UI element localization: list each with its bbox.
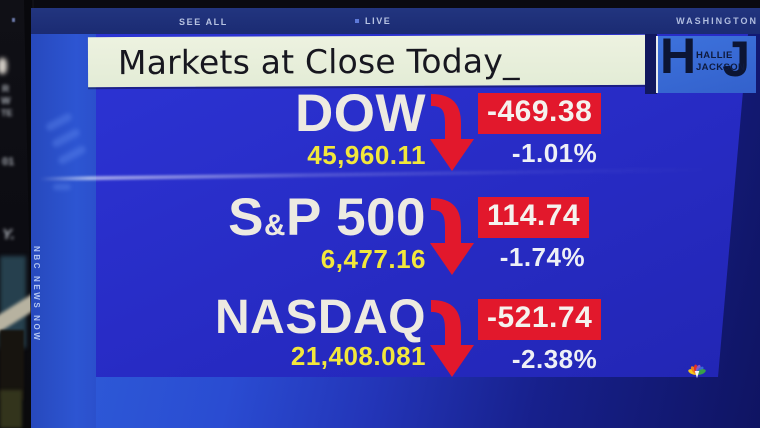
index-change-column: -469.38 -1.01%	[478, 93, 602, 169]
index-name-text: NASDAQ	[214, 291, 426, 344]
badge-separator	[645, 34, 657, 94]
index-name-column: DOW 45,960.11	[96, 87, 426, 171]
index-ampersand: &	[264, 209, 286, 242]
index-name-text: DOW	[294, 84, 426, 143]
monogram-h: H	[660, 28, 696, 84]
index-close-value: 6,477.16	[320, 243, 426, 274]
index-change-column: -521.74 -2.38%	[478, 299, 602, 375]
background-bokeh-text: TE	[1, 108, 13, 118]
banner-title: Markets at Close Today_	[117, 40, 520, 82]
nbc-news-now-vertical-label: NBC NEWS NOW	[32, 246, 41, 343]
background-speck	[12, 18, 15, 22]
change-value-badge: -469.38	[478, 93, 602, 134]
background-bokeh-text: W	[1, 96, 11, 107]
top-bar: SEE ALL LIVE WASHINGTON	[31, 8, 760, 34]
background-bokeh-text: R	[2, 84, 10, 95]
peacock-feather-smudge-icon	[50, 127, 82, 149]
correspondent-first-name: HALLIE	[696, 50, 733, 61]
see-all-label: SEE ALL	[179, 17, 228, 27]
down-arrow-icon	[430, 94, 474, 171]
hallie-jackson-badge: H J HALLIE JACKSON	[656, 31, 756, 93]
index-name-text: P 500	[285, 188, 426, 247]
index-close-value: 21,408.081	[290, 341, 426, 372]
nbc-peacock-icon	[688, 364, 706, 379]
index-name-column: NASDAQ 21,408.081	[96, 294, 426, 372]
live-dot-icon	[355, 19, 359, 23]
change-percent: -1.74%	[499, 241, 586, 272]
change-percent: -2.38%	[511, 343, 598, 374]
down-arrow-icon	[430, 300, 474, 377]
location-label: WASHINGTON	[676, 16, 758, 26]
index-name: NASDAQ	[96, 294, 426, 342]
peacock-feather-smudge-icon	[53, 184, 71, 190]
background-floor	[0, 390, 22, 428]
index-name: S&P 500	[96, 191, 426, 244]
background-bokeh-text: Y.	[2, 226, 15, 243]
change-percent: -1.01%	[511, 137, 598, 168]
change-value-badge: -521.74	[478, 299, 602, 340]
peacock-feather-smudge-icon	[56, 144, 88, 166]
index-close-value: 45,960.11	[307, 139, 426, 170]
nbc-news-now-rail: NBC NEWS NOW	[31, 34, 96, 428]
monogram-j: J	[722, 31, 750, 87]
index-change-column: 114.74 -1.74%	[478, 197, 590, 273]
change-value-badge: 114.74	[478, 197, 590, 238]
index-name: DOW	[96, 87, 426, 140]
down-arrow-icon	[430, 198, 474, 275]
index-name-column: S&P 500 6,477.16	[96, 191, 426, 275]
background-light-glint	[0, 58, 7, 74]
live-badge: LIVE	[365, 16, 392, 26]
correspondent-name: HALLIE JACKSON	[696, 50, 745, 74]
markets-graphic-panel: DOW 45,960.11 -469.38 -1.01% S&P 500 6,4…	[96, 34, 748, 377]
correspondent-last-name: JACKSON	[696, 61, 746, 73]
background-shadow	[0, 330, 24, 400]
background-bokeh-text: 01	[2, 156, 15, 168]
headline-banner: Markets at Close Today_	[87, 34, 649, 88]
index-name-text: S	[228, 188, 265, 247]
peacock-feather-smudge-icon	[44, 111, 74, 133]
